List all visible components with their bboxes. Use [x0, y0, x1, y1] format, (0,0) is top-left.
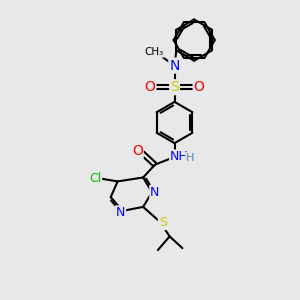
Text: O: O: [132, 144, 143, 158]
Text: Cl: Cl: [89, 172, 101, 185]
Text: H: H: [186, 153, 194, 163]
Text: N: N: [169, 58, 180, 73]
Text: S: S: [170, 80, 179, 94]
Text: CH₃: CH₃: [144, 47, 164, 57]
Text: N: N: [116, 206, 125, 219]
Text: O: O: [194, 80, 205, 94]
Text: N: N: [150, 186, 160, 199]
Text: NH: NH: [170, 150, 189, 164]
Text: S: S: [159, 216, 167, 229]
Text: O: O: [145, 80, 155, 94]
